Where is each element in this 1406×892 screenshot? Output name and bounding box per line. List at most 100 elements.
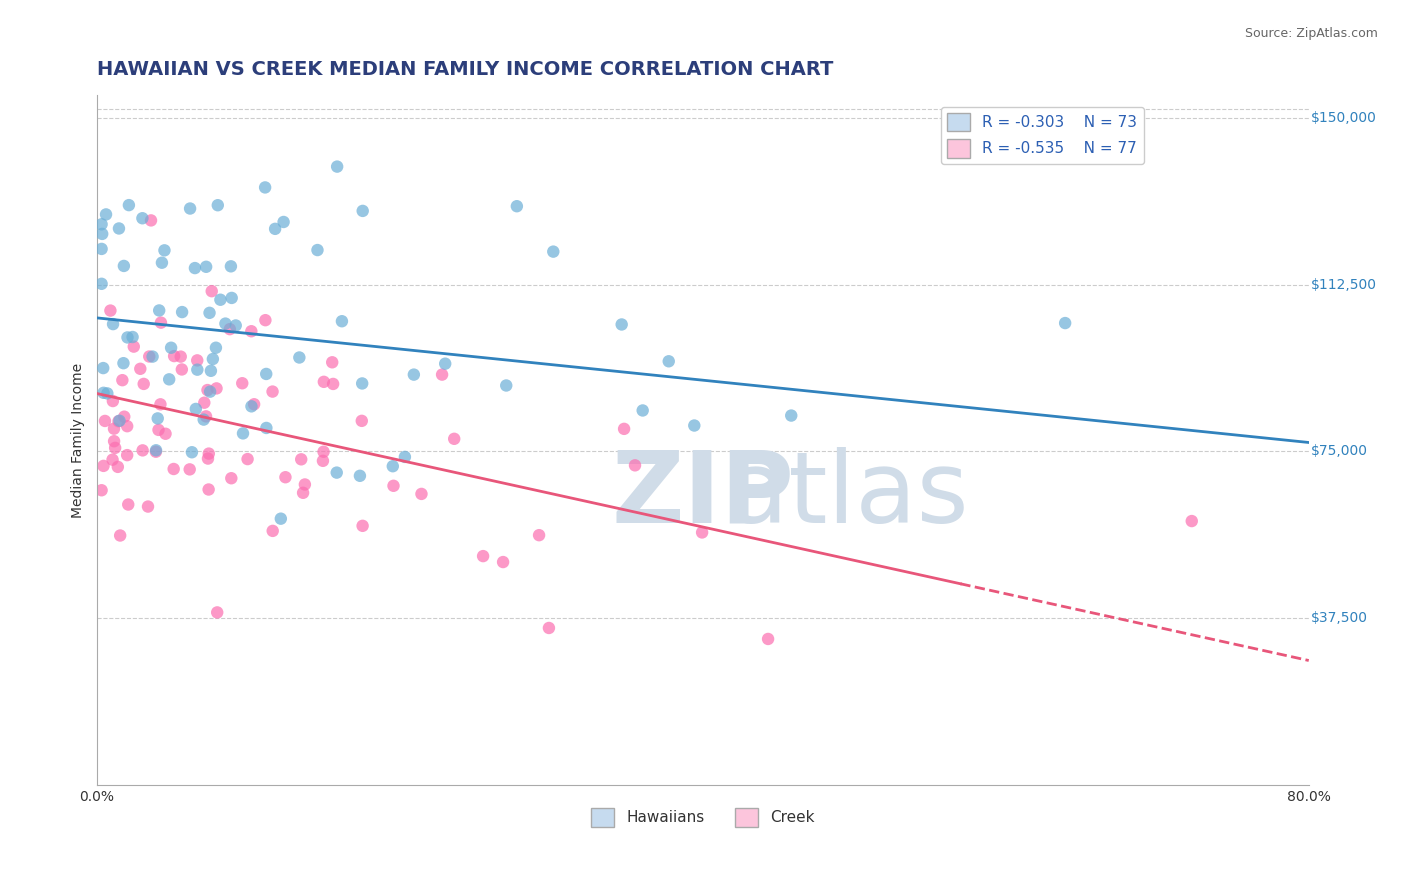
- Hawaiians: [186, 362, 208, 376]
- Creek: [115, 419, 138, 434]
- Hawaiians: [93, 385, 115, 400]
- Creek: [163, 462, 186, 476]
- Hawaiians: [180, 445, 202, 459]
- Creek: [262, 524, 284, 538]
- Hawaiians: [90, 277, 112, 291]
- Creek: [193, 395, 215, 409]
- Creek: [131, 443, 153, 458]
- Hawaiians: [394, 450, 416, 464]
- Hawaiians: [349, 468, 371, 483]
- Hawaiians: [142, 350, 165, 364]
- Hawaiians: [1054, 316, 1077, 330]
- Hawaiians: [112, 356, 135, 370]
- Hawaiians: [631, 403, 654, 417]
- Creek: [197, 383, 219, 397]
- Creek: [205, 381, 228, 395]
- Hawaiians: [254, 180, 277, 194]
- Creek: [117, 498, 139, 512]
- Creek: [312, 375, 335, 389]
- Text: $37,500: $37,500: [1312, 611, 1368, 625]
- Creek: [107, 459, 129, 474]
- Hawaiians: [326, 160, 349, 174]
- Hawaiians: [330, 314, 353, 328]
- Hawaiians: [780, 409, 803, 423]
- Hawaiians: [232, 426, 254, 441]
- Text: $150,000: $150,000: [1312, 111, 1376, 125]
- Creek: [221, 471, 243, 485]
- Text: $75,000: $75,000: [1312, 444, 1368, 458]
- Hawaiians: [610, 318, 633, 332]
- Hawaiians: [658, 354, 681, 368]
- Creek: [430, 368, 453, 382]
- Creek: [443, 432, 465, 446]
- Hawaiians: [201, 351, 224, 366]
- Text: $112,500: $112,500: [1312, 277, 1378, 292]
- Creek: [312, 454, 335, 468]
- Creek: [197, 451, 219, 466]
- Hawaiians: [91, 227, 114, 241]
- Hawaiians: [209, 293, 232, 307]
- Creek: [198, 447, 221, 461]
- Creek: [149, 397, 172, 411]
- Creek: [129, 361, 152, 376]
- Creek: [103, 434, 125, 449]
- Hawaiians: [193, 412, 215, 426]
- Hawaiians: [179, 202, 201, 216]
- Creek: [756, 632, 779, 646]
- Creek: [382, 479, 405, 493]
- Creek: [115, 448, 138, 462]
- Creek: [101, 394, 124, 409]
- Creek: [411, 487, 433, 501]
- Hawaiians: [195, 260, 218, 274]
- Creek: [350, 414, 373, 428]
- Creek: [254, 313, 277, 327]
- Creek: [111, 373, 134, 387]
- Hawaiians: [506, 199, 529, 213]
- Text: HAWAIIAN VS CREEK MEDIAN FAMILY INCOME CORRELATION CHART: HAWAIIAN VS CREEK MEDIAN FAMILY INCOME C…: [97, 60, 834, 78]
- Creek: [492, 555, 515, 569]
- Text: ZIP: ZIP: [612, 447, 794, 544]
- Creek: [527, 528, 550, 542]
- Legend: Hawaiians, Creek: Hawaiians, Creek: [585, 802, 821, 832]
- Hawaiians: [381, 459, 404, 474]
- Hawaiians: [219, 260, 242, 274]
- Creek: [294, 477, 316, 491]
- Creek: [352, 518, 374, 533]
- Creek: [139, 213, 162, 227]
- Creek: [90, 483, 112, 498]
- Creek: [312, 444, 335, 458]
- Creek: [136, 500, 159, 514]
- Creek: [112, 409, 135, 424]
- Creek: [170, 362, 193, 376]
- Hawaiians: [131, 211, 153, 226]
- Creek: [138, 350, 160, 364]
- Hawaiians: [121, 330, 143, 344]
- Hawaiians: [148, 303, 170, 318]
- Hawaiians: [207, 198, 229, 212]
- Creek: [240, 324, 263, 338]
- Hawaiians: [254, 421, 277, 435]
- Creek: [243, 397, 266, 411]
- Hawaiians: [270, 511, 292, 525]
- Hawaiians: [172, 305, 194, 319]
- Hawaiians: [108, 414, 131, 428]
- Creek: [103, 422, 125, 436]
- Creek: [93, 458, 115, 473]
- Hawaiians: [117, 330, 139, 344]
- Hawaiians: [94, 207, 117, 221]
- Creek: [94, 414, 117, 428]
- Hawaiians: [90, 242, 112, 256]
- Creek: [613, 422, 636, 436]
- Hawaiians: [184, 261, 207, 276]
- Hawaiians: [153, 244, 176, 258]
- Creek: [197, 483, 219, 497]
- Hawaiians: [160, 341, 183, 355]
- Creek: [148, 423, 170, 437]
- Hawaiians: [96, 386, 118, 401]
- Creek: [205, 606, 228, 620]
- Hawaiians: [288, 351, 311, 365]
- Creek: [107, 414, 129, 428]
- Hawaiians: [200, 364, 222, 378]
- Creek: [322, 376, 344, 391]
- Hawaiians: [112, 259, 135, 273]
